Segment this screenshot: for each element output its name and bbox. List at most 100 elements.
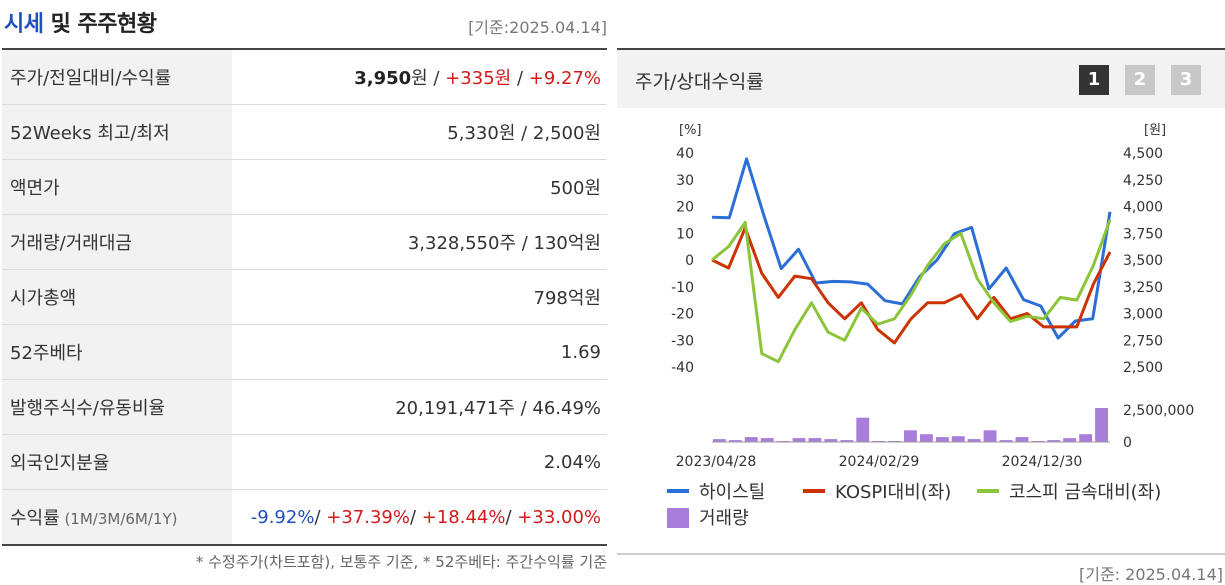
table-row: 수익률 (1M/3M/6M/1Y) -9.92%/ +37.39%/ +18.4… bbox=[2, 489, 607, 545]
return-3m: +37.39% bbox=[326, 506, 410, 528]
market-cap-value: 798억원 bbox=[232, 269, 607, 325]
beta-label: 52주베타 bbox=[2, 324, 232, 380]
left-tick-label: -40 bbox=[671, 360, 694, 376]
volume-value: 3,328,550주 / 130억원 bbox=[232, 214, 607, 270]
volume-bar bbox=[792, 438, 806, 442]
right-tick-label: 4,000 bbox=[1123, 200, 1163, 216]
left-tick-label: 10 bbox=[676, 226, 694, 242]
volume-bar bbox=[1063, 438, 1077, 442]
chart-title: 주가/상대수익률 bbox=[635, 71, 764, 93]
table-row: 외국인지분율 2.04% bbox=[2, 434, 607, 490]
left-tick-label: -10 bbox=[671, 280, 694, 296]
right-tick-label: 3,500 bbox=[1123, 253, 1163, 269]
left-tick-label: -30 bbox=[671, 333, 694, 349]
table-row: 52주베타 1.69 bbox=[2, 324, 607, 380]
volume-bar bbox=[840, 440, 854, 442]
right-tick-label: 3,750 bbox=[1123, 226, 1163, 242]
left-tick-label: 40 bbox=[676, 146, 694, 162]
shares-label: 발행주식수/유동비율 bbox=[2, 379, 232, 435]
volume-bar bbox=[1095, 408, 1108, 442]
right-tick-label: 3,000 bbox=[1123, 307, 1163, 323]
return-1y: +33.00% bbox=[517, 506, 601, 528]
table-row: 주가/전일대비/수익률 3,950원 / +335원 / +9.27% bbox=[2, 49, 607, 105]
table-row: 발행주식수/유동비율 20,191,471주 / 46.49% bbox=[2, 379, 607, 435]
volume-bar bbox=[904, 430, 917, 442]
left-tick-label: 20 bbox=[676, 200, 694, 216]
volume-label: 거래량/거래대금 bbox=[2, 214, 232, 270]
volume-bar bbox=[920, 434, 933, 442]
foreign-ratio-label: 외국인지분율 bbox=[2, 434, 232, 490]
volume-tick-label: 0 bbox=[1123, 435, 1132, 451]
series-line-1 bbox=[711, 157, 1112, 340]
chart-panel: 주가/상대수익률 1 2 3 [%] [원] 40 30 20 10 0 -10 -20 -30-… bbox=[617, 48, 1225, 555]
volume-bar bbox=[808, 438, 822, 442]
right-tick-label: 2,500 bbox=[1123, 360, 1163, 376]
price-change-rate: +9.27% bbox=[528, 68, 601, 89]
volume-bar bbox=[983, 430, 997, 442]
foreign-ratio-value: 2.04% bbox=[232, 434, 607, 490]
right-tick-label: 4,250 bbox=[1123, 173, 1163, 189]
chart-header: 주가/상대수익률 1 2 3 bbox=[617, 50, 1225, 108]
return-6m: +18.44% bbox=[421, 506, 506, 528]
volume-bar bbox=[1047, 440, 1061, 442]
price-relative-return-chart: [%] [원] 40 30 20 10 0 -10 -20 -30 -40 4,500 4,250 4,0… bbox=[667, 123, 1194, 529]
chart-tab-3[interactable]: 3 bbox=[1171, 65, 1201, 95]
footnote: * 수정주가(차트포함), 보통주 기준, * 52주베타: 주간수익률 기준 bbox=[195, 553, 607, 571]
current-price: 3,950 bbox=[354, 68, 412, 89]
legend-swatch bbox=[667, 489, 689, 493]
legend-swatch bbox=[977, 489, 999, 493]
table-row: 52Weeks 최고/최저 5,330원 / 2,500원 bbox=[2, 104, 607, 160]
right-tick-label: 3,250 bbox=[1123, 280, 1163, 296]
price-label: 주가/전일대비/수익률 bbox=[2, 49, 232, 105]
right-tick-label: 4,500 bbox=[1123, 146, 1163, 162]
legend-label: 거래량 bbox=[699, 508, 749, 529]
volume-bar bbox=[1015, 437, 1029, 442]
shares-value: 20,191,471주 / 46.49% bbox=[232, 379, 607, 435]
weeks52-value: 5,330원 / 2,500원 bbox=[232, 104, 607, 160]
volume-bar bbox=[1079, 434, 1093, 442]
chart-tab-1[interactable]: 1 bbox=[1079, 65, 1109, 95]
volume-bar bbox=[856, 417, 870, 442]
face-value: 500원 bbox=[232, 159, 607, 215]
return-1m: -9.92% bbox=[250, 506, 315, 528]
table-row: 거래량/거래대금 3,328,550주 / 130억원 bbox=[2, 214, 607, 270]
legend-swatch bbox=[803, 489, 825, 493]
legend-label: 하이스틸 bbox=[699, 482, 765, 503]
volume-bar bbox=[824, 439, 838, 442]
price-change: +335원 bbox=[445, 68, 512, 89]
beta-value: 1.69 bbox=[232, 324, 607, 380]
right-tick-label: 2,750 bbox=[1123, 333, 1163, 349]
volume-bar bbox=[951, 436, 965, 442]
face-value-label: 액면가 bbox=[2, 159, 232, 215]
left-tick-label: -20 bbox=[671, 307, 694, 323]
left-tick-label: 0 bbox=[685, 253, 694, 269]
volume-bar bbox=[713, 439, 726, 442]
basis-date: [기준:2025.04.14] bbox=[468, 18, 607, 37]
right-axis-label: [원] bbox=[1144, 123, 1166, 138]
volume-bar bbox=[728, 440, 742, 442]
volume-bar bbox=[935, 437, 949, 442]
price-info-table: 주가/전일대비/수익률 3,950원 / +335원 / +9.27% 52We… bbox=[2, 48, 607, 546]
legend-label: KOSPI대비(좌) bbox=[835, 482, 951, 503]
volume-bar bbox=[967, 439, 981, 442]
volume-tick-label: 2,500,000 bbox=[1123, 403, 1194, 419]
series-line-2 bbox=[711, 226, 1112, 345]
legend-swatch bbox=[667, 508, 689, 528]
price-value: 3,950원 / +335원 / +9.27% bbox=[232, 49, 607, 105]
x-tick-label: 2024/02/29 bbox=[839, 454, 920, 470]
volume-bar bbox=[760, 438, 774, 442]
x-tick-label: 2023/04/28 bbox=[676, 454, 757, 470]
volume-bar bbox=[744, 437, 758, 442]
left-tick-label: 30 bbox=[676, 173, 694, 189]
chart-tab-2[interactable]: 2 bbox=[1125, 65, 1155, 95]
table-row: 액면가 500원 bbox=[2, 159, 607, 215]
chart-basis-date: [기준: 2025.04.14] bbox=[1078, 565, 1223, 584]
returns-label: 수익률 (1M/3M/6M/1Y) bbox=[2, 489, 232, 545]
market-cap-label: 시가총액 bbox=[2, 269, 232, 325]
volume-bar bbox=[999, 440, 1013, 442]
returns-value: -9.92%/ +37.39%/ +18.44%/ +33.00% bbox=[250, 506, 601, 528]
table-row: 시가총액 798억원 bbox=[2, 269, 607, 325]
weeks52-label: 52Weeks 최고/최저 bbox=[2, 104, 232, 160]
x-tick-label: 2024/12/30 bbox=[1002, 454, 1083, 470]
page-title: 시세 및 주주현황 bbox=[4, 12, 157, 37]
